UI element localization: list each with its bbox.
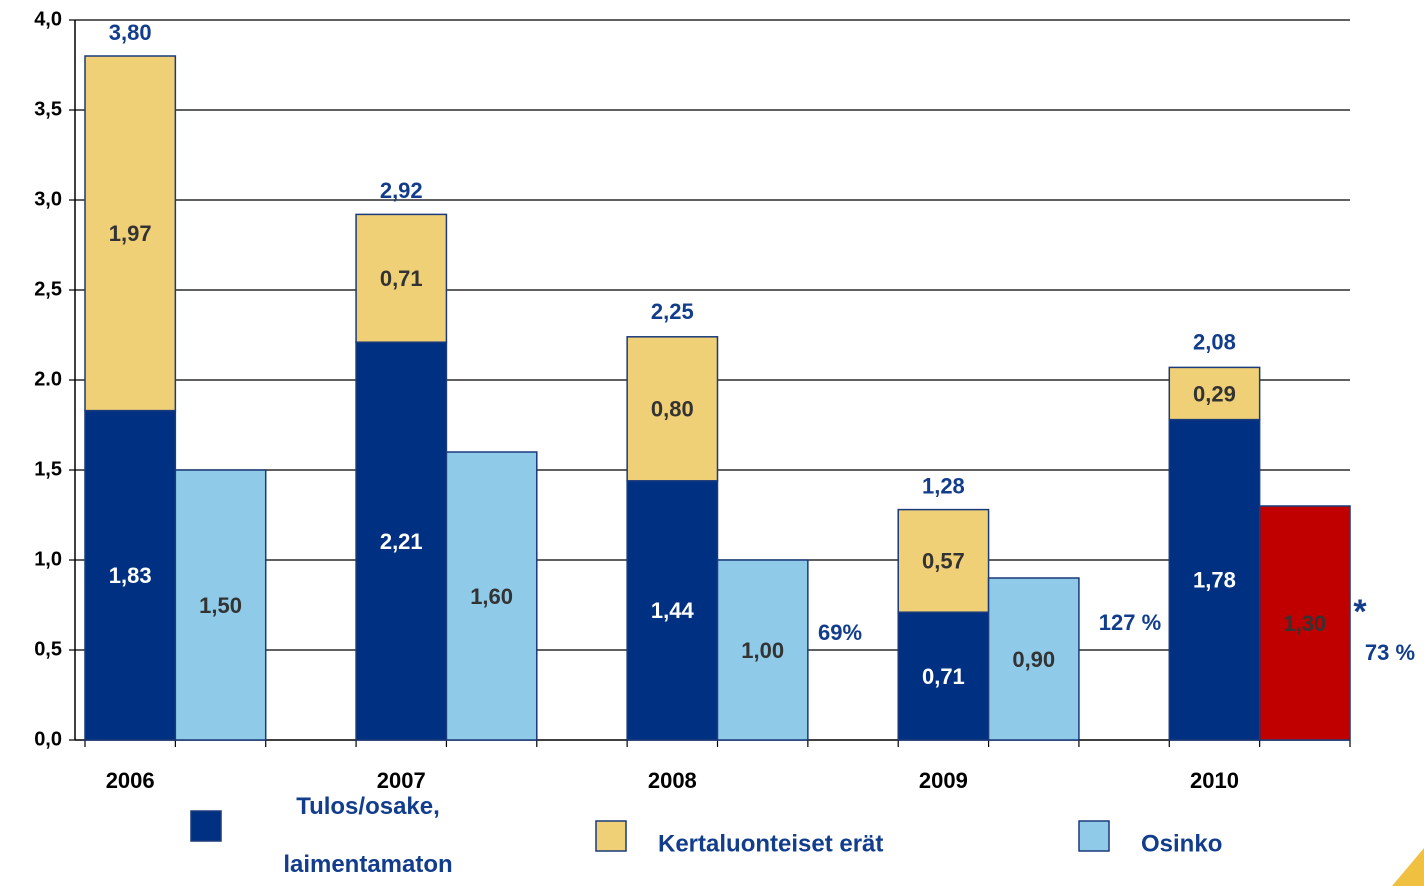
y-tick-label: 4,0 bbox=[34, 8, 62, 30]
total-label: 1,28 bbox=[922, 473, 965, 498]
annotation: 73 % bbox=[1365, 640, 1415, 665]
annotation: 69% bbox=[818, 620, 862, 645]
value-label: 1,60 bbox=[470, 584, 513, 609]
bar-segment bbox=[445, 451, 538, 741]
value-label: 1,50 bbox=[199, 593, 242, 618]
y-tick-label: 0,0 bbox=[34, 728, 62, 750]
x-tick-label: 2006 bbox=[106, 768, 155, 793]
annotation: * bbox=[1353, 593, 1367, 631]
legend-swatch bbox=[595, 820, 627, 852]
value-label: 1,97 bbox=[109, 221, 152, 246]
corner-decoration bbox=[1392, 848, 1424, 886]
legend-swatch bbox=[190, 810, 222, 842]
y-tick-label: 0,5 bbox=[34, 638, 62, 660]
y-tick-label: 2,5 bbox=[34, 278, 62, 300]
value-label: 2,21 bbox=[380, 529, 423, 554]
x-tick-label: 2008 bbox=[648, 768, 697, 793]
total-label: 2,25 bbox=[651, 299, 694, 324]
x-tick-label: 2007 bbox=[377, 768, 426, 793]
y-tick-label: 3,0 bbox=[34, 188, 62, 210]
total-label: 2,92 bbox=[380, 178, 423, 203]
bar-segment bbox=[987, 577, 1080, 741]
bar-segment bbox=[355, 213, 448, 343]
legend-label: Kertaluonteiset erät bbox=[658, 830, 883, 857]
y-tick-label: 2.0 bbox=[34, 368, 62, 390]
value-label: 1,78 bbox=[1193, 568, 1236, 593]
total-label: 3,80 bbox=[109, 20, 152, 45]
bar-segment bbox=[1168, 366, 1261, 421]
bar-segment bbox=[84, 55, 177, 412]
y-tick-label: 1,5 bbox=[34, 458, 62, 480]
value-label: 0,57 bbox=[922, 549, 965, 574]
legend-label: Osinko bbox=[1141, 830, 1222, 857]
bar-segment bbox=[716, 559, 809, 741]
legend-label: Tulos/osake, laimentamaton bbox=[283, 793, 452, 878]
bar-segment bbox=[1168, 418, 1261, 741]
legend-swatch bbox=[1078, 820, 1110, 852]
value-label: 1,30 bbox=[1283, 611, 1326, 636]
total-label: 2,08 bbox=[1193, 329, 1236, 354]
bar-segment bbox=[626, 336, 719, 482]
y-tick-label: 3,5 bbox=[34, 98, 62, 120]
x-tick-label: 2009 bbox=[919, 768, 968, 793]
value-label: 1,83 bbox=[109, 563, 152, 588]
bar-segment bbox=[897, 508, 990, 613]
value-label: 1,44 bbox=[651, 598, 695, 623]
value-label: 0,80 bbox=[651, 397, 694, 422]
annotation: 127 % bbox=[1099, 610, 1161, 635]
bar-segment bbox=[174, 469, 267, 741]
y-tick-label: 1,0 bbox=[34, 548, 62, 570]
value-label: 0,71 bbox=[380, 266, 423, 291]
bar-segment bbox=[626, 480, 719, 741]
value-label: 0,29 bbox=[1193, 381, 1236, 406]
bar-segment bbox=[1258, 505, 1351, 741]
value-label: 0,90 bbox=[1012, 647, 1055, 672]
value-label: 1,00 bbox=[741, 638, 784, 663]
x-tick-label: 2010 bbox=[1190, 768, 1239, 793]
value-label: 0,71 bbox=[922, 664, 965, 689]
